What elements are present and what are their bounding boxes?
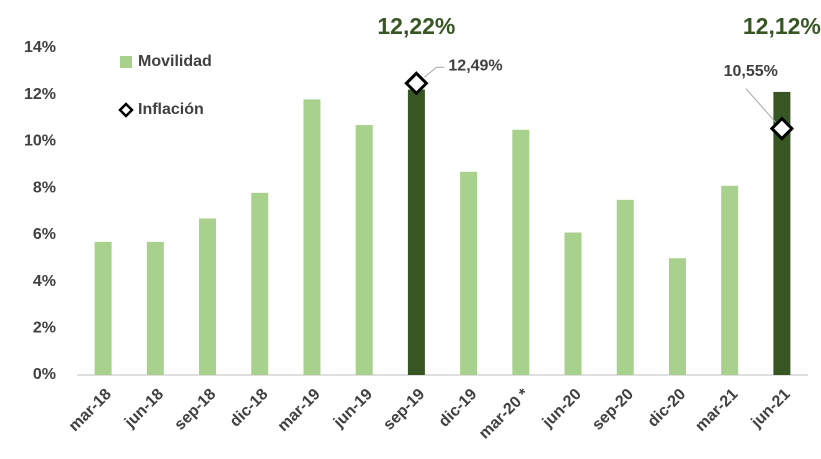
bar (199, 218, 217, 375)
bar (407, 89, 425, 375)
legend-label: Inflación (138, 101, 204, 118)
bar-value-label: 12,12% (743, 13, 821, 39)
y-tick-label: 8% (33, 179, 56, 196)
x-tick-label: sep-19 (380, 386, 428, 434)
bar (616, 199, 634, 375)
y-tick-label: 2% (33, 320, 56, 337)
bar (303, 99, 321, 375)
leader-line (745, 88, 777, 123)
bar-value-label: 12,22% (377, 13, 455, 39)
x-tick-label: mar-21 (692, 386, 741, 435)
marker-value-label: 10,55% (724, 63, 778, 80)
x-tick-label: dic-20 (645, 386, 690, 431)
y-tick-label: 6% (33, 226, 56, 243)
y-tick-label: 12% (24, 86, 56, 103)
x-tick-label: mar-19 (275, 386, 324, 435)
marker (769, 116, 795, 141)
bar (94, 241, 112, 375)
x-tick-label: jun-18 (121, 386, 167, 432)
x-tick-label: dic-18 (227, 386, 272, 431)
x-tick-label: mar-20 * (476, 385, 533, 442)
bar (668, 258, 686, 375)
y-tick-label: 4% (33, 273, 56, 290)
marker (404, 71, 429, 96)
marker-value-label: 12,49% (448, 57, 502, 74)
x-tick-label: sep-18 (171, 386, 219, 434)
bar (355, 125, 373, 375)
bar (721, 185, 739, 375)
x-tick-label: dic-19 (436, 386, 481, 431)
legend-swatch (120, 56, 132, 68)
x-tick-label: jun-21 (748, 386, 794, 432)
x-tick-label: mar-18 (66, 386, 115, 435)
bar (512, 129, 530, 375)
x-tick-label: jun-19 (330, 386, 376, 432)
y-tick-label: 0% (33, 366, 56, 383)
bar (773, 91, 791, 375)
legend-label: Movilidad (138, 53, 212, 70)
x-tick-label: jun-20 (539, 386, 585, 432)
y-tick-label: 10% (24, 133, 56, 150)
bar (564, 232, 582, 375)
bar (251, 192, 269, 375)
leader-line (424, 66, 445, 78)
bar (146, 241, 164, 375)
y-tick-label: 14% (24, 39, 56, 56)
legend-swatch (118, 102, 134, 118)
x-tick-label: sep-20 (589, 386, 637, 434)
bar (460, 171, 478, 375)
